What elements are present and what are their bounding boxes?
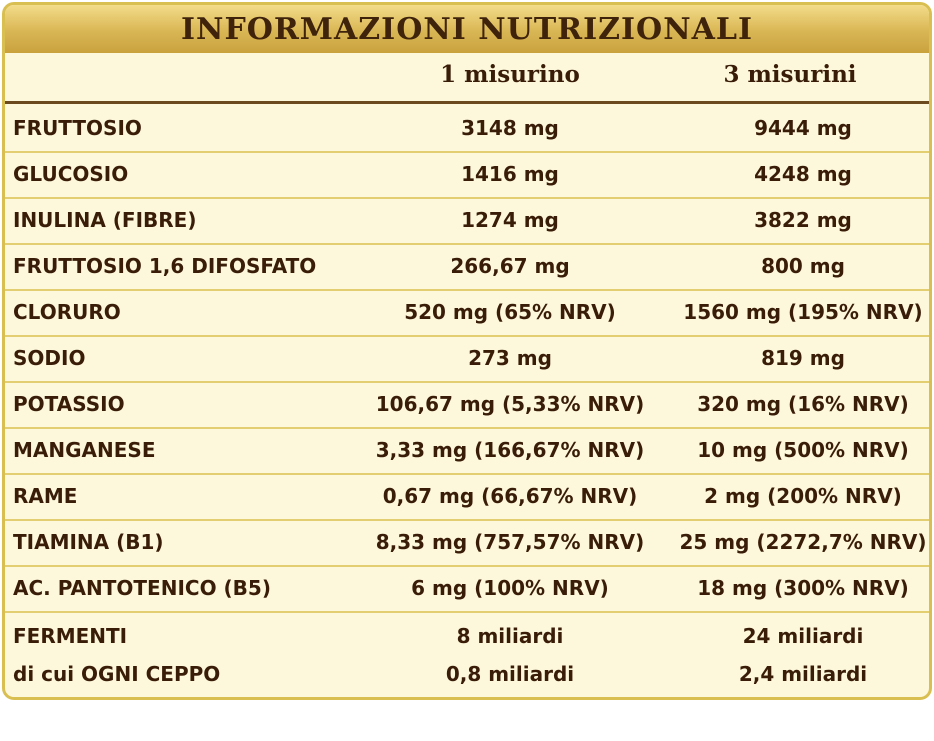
table-row: RAME 0,67 mg (66,67% NRV) 2 mg (200% NRV) (5, 473, 929, 521)
nutrition-card: INFORMAZIONI NUTRIZIONALI 1 misurino 3 m… (2, 2, 932, 700)
value-1-scoop: 1274 mg (461, 208, 559, 232)
value-1-scoop: 8,33 mg (757,57% NRV) (375, 530, 645, 554)
nutrient-label: POTASSIO (13, 392, 125, 416)
table-row: GLUCOSIO 1416 mg 4248 mg (5, 151, 929, 199)
table-row: FRUTTOSIO 3148 mg 9444 mg (5, 105, 929, 153)
value-3-scoops: 10 mg (500% NRV) (697, 438, 909, 462)
nutrient-label: AC. PANTOTENICO (B5) (13, 576, 271, 600)
value-3-scoops: 3822 mg (754, 208, 852, 232)
column-header: 3 misurini (723, 61, 857, 88)
value-1-scoop: 520 mg (65% NRV) (404, 300, 616, 324)
table-row: TIAMINA (B1) 8,33 mg (757,57% NRV) 25 mg (… (5, 519, 929, 567)
table-row: POTASSIO 106,67 mg (5,33% NRV) 320 mg (16%… (5, 381, 929, 429)
value-3-scoops: 320 mg (16% NRV) (697, 392, 909, 416)
table-row: FRUTTOSIO 1,6 DIFOSFATO 266,67 mg 800 mg (5, 243, 929, 291)
value-1-scoop: 0,8 miliardi (445, 662, 575, 686)
value-3-scoops: 24 miliardi (742, 624, 864, 648)
nutrient-label: RAME (13, 484, 78, 508)
title: INFORMAZIONI NUTRIZIONALI (180, 12, 754, 47)
value-3-scoops: 2,4 miliardi (738, 662, 868, 686)
header-rule (5, 101, 929, 104)
value-3-scoops: 18 mg (300% NRV) (697, 576, 909, 600)
nutrient-label: FERMENTI (13, 624, 128, 648)
value-1-scoop: 6 mg (100% NRV) (411, 576, 609, 600)
table-row: FERMENTI 8 miliardi 24 miliardi (5, 613, 929, 659)
nutrient-label: FRUTTOSIO (13, 116, 142, 140)
value-3-scoops: 9444 mg (754, 116, 852, 140)
value-1-scoop: 0,67 mg (66,67% NRV) (382, 484, 638, 508)
table-row: CLORURO 520 mg (65% NRV) 1560 mg (195% NRV… (5, 289, 929, 337)
table-row: MANGANESE 3,33 mg (166,67% NRV) 10 mg (500… (5, 427, 929, 475)
value-1-scoop: 3,33 mg (166,67% NRV) (375, 438, 645, 462)
nutrient-label: INULINA (FIBRE) (13, 208, 197, 232)
title-band (5, 5, 929, 53)
table-row: AC. PANTOTENICO (B5) 6 mg (100% NRV) 18 mg… (5, 565, 929, 613)
nutrient-label: GLUCOSIO (13, 162, 129, 186)
column-header: 1 misurino (440, 61, 580, 88)
value-1-scoop: 106,67 mg (5,33% NRV) (375, 392, 645, 416)
nutrient-label: FRUTTOSIO 1,6 DIFOSFATO (13, 254, 317, 278)
value-1-scoop: 1416 mg (461, 162, 559, 186)
nutrient-label: SODIO (13, 346, 86, 370)
value-1-scoop: 8 miliardi (456, 624, 564, 648)
table-row: di cui OGNI CEPPO 0,8 miliardi 2,4 miliard… (5, 651, 929, 697)
value-3-scoops: 25 mg (2272,7% NRV) (679, 530, 927, 554)
value-3-scoops: 1560 mg (195% NRV) (683, 300, 923, 324)
value-3-scoops: 800 mg (761, 254, 845, 278)
table-row: SODIO 273 mg 819 mg (5, 335, 929, 383)
nutrient-label: di cui OGNI CEPPO (13, 662, 221, 686)
value-3-scoops: 2 mg (200% NRV) (704, 484, 902, 508)
value-1-scoop: 273 mg (468, 346, 552, 370)
nutrient-label: TIAMINA (B1) (13, 530, 164, 554)
value-3-scoops: 819 mg (761, 346, 845, 370)
value-3-scoops: 4248 mg (754, 162, 852, 186)
nutrient-label: MANGANESE (13, 438, 156, 462)
table-row: INULINA (FIBRE) 1274 mg 3822 mg (5, 197, 929, 245)
value-1-scoop: 3148 mg (461, 116, 559, 140)
nutrient-label: CLORURO (13, 300, 121, 324)
value-1-scoop: 266,67 mg (450, 254, 570, 278)
